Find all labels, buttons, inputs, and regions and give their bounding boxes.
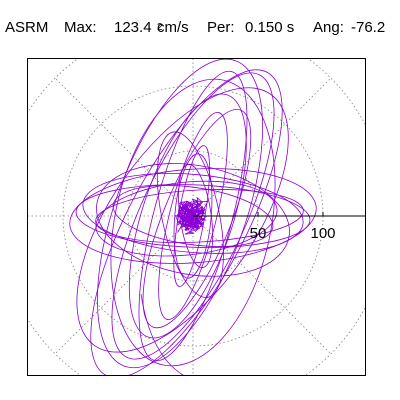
orbit-trace [156, 131, 224, 298]
status-header: ASRM Max: 123.4 cm/s 2 Per: 0.150 s Ang: … [5, 19, 386, 36]
orbit-trace [75, 184, 311, 248]
orbit-trace [76, 87, 289, 353]
max-unit-exponent: 2 [157, 22, 163, 33]
orbit-traces [69, 59, 317, 375]
orbit-plot: 50 100 [28, 59, 365, 375]
orbit-trace [112, 185, 274, 247]
grid-spoke [54, 77, 194, 217]
per-value: 0.150 s [245, 19, 295, 36]
orbit-tail [140, 293, 184, 375]
orbit-trace [95, 189, 304, 243]
mode-label: ASRM [5, 19, 49, 36]
orbit-trace [128, 93, 247, 339]
axis-ticks: 50 100 [250, 212, 336, 242]
tick-label-50: 50 [250, 225, 267, 242]
per-label: Per: [207, 19, 235, 36]
orbit-trace [142, 108, 252, 329]
orbit-trace [96, 163, 290, 277]
grid-spoke [192, 215, 332, 355]
orbit-plot-frame: 50 100 [27, 58, 366, 376]
orbit-trace [82, 172, 304, 254]
ang-label: Ang: [313, 19, 344, 36]
max-label: Max: [64, 19, 97, 36]
tick-label-100: 100 [310, 225, 335, 242]
ang-value: -76.2 [351, 19, 386, 36]
grid-spoke [54, 215, 194, 355]
orbit-trace [158, 112, 228, 320]
orbit-trace [97, 59, 263, 369]
max-value: 123.4 [114, 19, 152, 36]
orbit-center-cluster [174, 196, 209, 235]
orbit-trace [110, 78, 276, 367]
